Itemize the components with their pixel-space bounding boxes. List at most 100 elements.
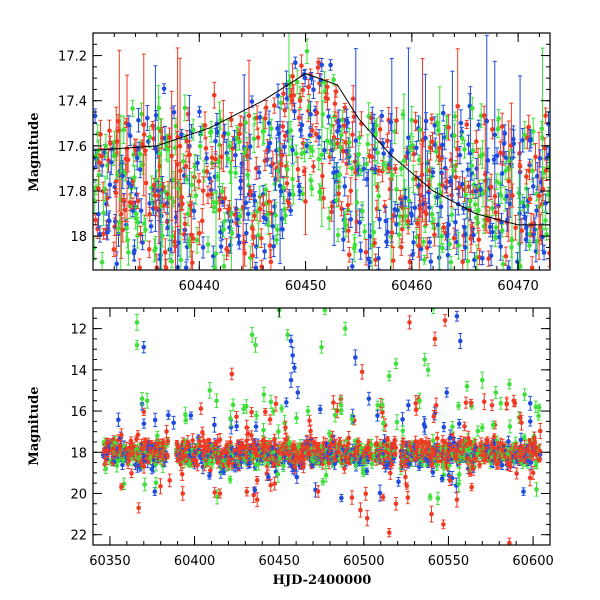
top-point-blue	[319, 57, 325, 72]
bottom-point-red	[392, 451, 398, 457]
top-point-blue	[502, 124, 508, 143]
top-point-red	[184, 130, 190, 153]
top-point-green	[409, 105, 415, 135]
top-point-red	[120, 217, 126, 243]
top-point-red	[513, 214, 518, 241]
top-point-green	[389, 169, 395, 181]
bottom-x-tick-label: 60350	[89, 554, 130, 569]
bottom-axis-ticks: 60350 60400 60450 60500 60550 60600 12 14 16 18 20…	[70, 307, 554, 569]
bottom-point-red	[119, 483, 124, 491]
top-point-red	[190, 233, 196, 244]
top-point-blue	[440, 133, 445, 157]
top-point-green	[522, 121, 528, 149]
top-point-red	[490, 119, 495, 140]
bottom-outlier-red	[386, 528, 392, 538]
top-x-tick-label: 60450	[285, 279, 326, 294]
bottom-x-tick-label: 60400	[174, 554, 215, 569]
top-point-green	[197, 132, 203, 160]
top-point-red	[263, 99, 269, 116]
top-point-blue	[379, 110, 385, 122]
bottom-outlier-green	[522, 388, 527, 401]
bottom-point-red	[512, 399, 518, 408]
bottom-panel: 60350 60400 60450 60500 60550 60600 12 14 16 18 20…	[27, 307, 554, 588]
bottom-outlier-green	[261, 387, 267, 403]
top-point-blue	[453, 208, 458, 236]
top-point-blue	[490, 222, 495, 242]
bottom-point-red	[158, 478, 163, 495]
top-data-points	[93, 33, 550, 270]
bottom-point-red	[537, 443, 543, 459]
top-point-blue	[97, 225, 103, 243]
bottom-point-red	[307, 414, 312, 427]
top-point-green	[193, 186, 199, 205]
top-point-red	[297, 92, 303, 109]
top-point-blue	[530, 177, 536, 196]
bottom-point-green	[261, 423, 266, 438]
bottom-y-tick-label: 20	[70, 487, 87, 502]
top-point-red	[309, 123, 315, 138]
top-point-red	[279, 143, 285, 168]
top-point-red	[113, 106, 119, 256]
bottom-point-blue	[339, 493, 344, 503]
top-point-blue	[107, 171, 113, 199]
top-point-blue	[322, 141, 327, 160]
top-point-blue	[297, 182, 303, 200]
top-point-blue	[406, 47, 411, 229]
bottom-point-green	[479, 423, 485, 432]
bottom-point-red	[164, 424, 169, 439]
top-point-blue	[262, 243, 267, 260]
top-point-blue	[328, 59, 333, 71]
top-point-blue	[376, 246, 381, 270]
bottom-outlier-green	[425, 363, 431, 377]
bottom-outlier-green	[386, 370, 392, 382]
bottom-outlier-green	[285, 329, 290, 341]
top-point-green	[494, 173, 500, 190]
top-point-green	[243, 111, 249, 134]
top-point-green	[190, 119, 196, 141]
top-point-green	[503, 161, 509, 181]
top-point-blue	[271, 235, 277, 258]
top-point-red	[150, 120, 156, 131]
top-y-tick-label: 17.6	[58, 140, 87, 155]
bottom-point-green	[534, 482, 539, 497]
top-point-red	[432, 223, 437, 247]
bottom-outlier-blue	[292, 363, 297, 373]
top-point-red	[405, 207, 411, 235]
top-point-green	[498, 187, 504, 205]
top-point-red	[313, 126, 319, 143]
bottom-outlier-red	[454, 491, 460, 508]
bottom-point-green	[121, 477, 127, 490]
bottom-point-blue	[247, 458, 253, 469]
top-point-blue	[244, 223, 249, 244]
bottom-outlier-blue	[288, 334, 294, 348]
top-point-blue	[460, 170, 465, 198]
bottom-point-blue	[284, 397, 289, 408]
top-point-blue	[114, 251, 120, 270]
bottom-point-green	[279, 404, 284, 413]
bottom-point-red	[129, 468, 134, 478]
top-y-tick-label: 17.4	[58, 95, 87, 110]
top-point-green	[294, 69, 300, 95]
top-point-red	[169, 90, 174, 222]
top-point-green	[416, 154, 422, 166]
bottom-point-green	[153, 477, 159, 489]
top-point-green	[208, 120, 214, 143]
top-point-red	[369, 144, 375, 170]
top-point-blue	[233, 143, 238, 167]
bottom-outlier-blue	[447, 429, 453, 447]
bottom-point-green	[394, 414, 400, 430]
top-point-green	[381, 157, 386, 171]
top-point-green	[275, 224, 280, 235]
top-point-green	[469, 97, 475, 120]
bottom-point-green	[275, 465, 281, 483]
top-point-red	[200, 176, 206, 206]
top-point-red	[345, 195, 351, 215]
top-point-red	[359, 111, 364, 137]
top-point-green	[93, 235, 97, 261]
bottom-outlier-green	[507, 379, 512, 390]
bottom-point-blue	[527, 416, 533, 427]
bottom-point-red	[283, 420, 288, 435]
top-point-green	[222, 212, 228, 230]
top-point-red	[137, 258, 142, 270]
top-point-blue	[106, 210, 112, 232]
